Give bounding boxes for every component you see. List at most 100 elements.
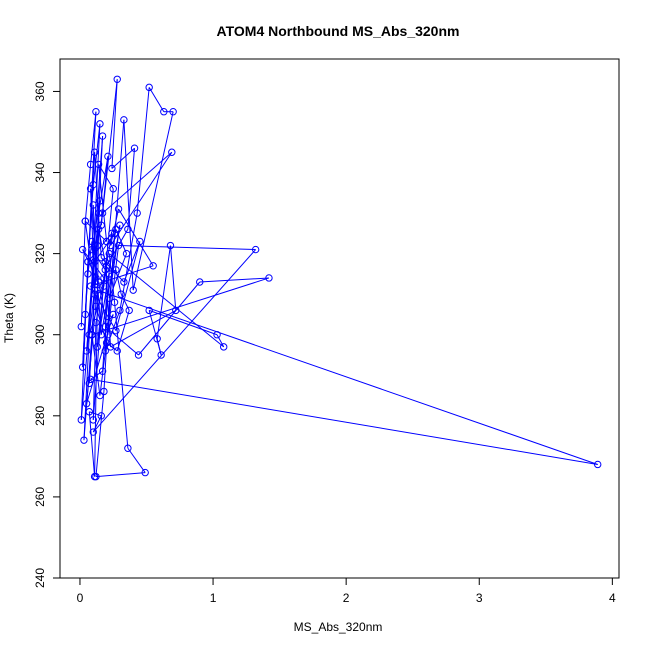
data-point bbox=[108, 164, 116, 173]
data-point bbox=[112, 266, 120, 274]
y-tick-label: 240 bbox=[33, 568, 47, 588]
x-tick-label: 0 bbox=[77, 591, 84, 605]
series-line-segment bbox=[92, 322, 97, 420]
series-line-segment bbox=[89, 411, 102, 417]
x-axis-label: MS_Abs_320nm bbox=[294, 620, 383, 634]
data-point bbox=[84, 258, 92, 266]
data-point bbox=[90, 148, 99, 156]
data-point bbox=[89, 416, 97, 424]
series-line-segment bbox=[97, 289, 598, 465]
data-point bbox=[251, 245, 260, 254]
data-point bbox=[98, 367, 107, 375]
data-point bbox=[93, 286, 101, 294]
data-point bbox=[77, 416, 85, 424]
data-point bbox=[100, 387, 108, 396]
data-point bbox=[94, 209, 103, 217]
data-point bbox=[120, 278, 128, 286]
series-line-segment bbox=[88, 285, 105, 335]
data-point bbox=[153, 335, 161, 343]
data-point bbox=[106, 241, 115, 250]
data-point bbox=[88, 331, 96, 339]
data-point bbox=[129, 286, 137, 294]
series-line-segment bbox=[110, 208, 120, 246]
data-point bbox=[168, 148, 176, 156]
data-point bbox=[117, 290, 125, 298]
series-line-segment bbox=[86, 314, 114, 404]
series-line-segment bbox=[156, 245, 171, 339]
series-line-segment bbox=[92, 204, 97, 278]
data-point bbox=[109, 185, 117, 193]
data-point bbox=[97, 412, 105, 420]
data-point bbox=[101, 322, 109, 331]
data-point bbox=[90, 472, 99, 481]
data-point bbox=[108, 229, 116, 238]
series-line-segment bbox=[84, 164, 92, 222]
data-point bbox=[116, 221, 124, 229]
data-point bbox=[96, 197, 104, 205]
series-line-segment bbox=[116, 310, 130, 352]
data-point bbox=[85, 408, 93, 416]
data-point bbox=[86, 185, 95, 193]
data-point bbox=[92, 318, 100, 327]
data-point bbox=[97, 331, 105, 339]
data-point bbox=[110, 298, 119, 306]
data-point bbox=[81, 217, 89, 225]
data-point bbox=[89, 428, 97, 436]
series-line-segment bbox=[127, 447, 146, 473]
y-axis-label: Theta (K) bbox=[2, 293, 16, 343]
data-point bbox=[265, 274, 273, 282]
data-point bbox=[102, 262, 111, 270]
data-point bbox=[105, 270, 113, 278]
series-line-segment bbox=[115, 241, 141, 331]
data-point bbox=[102, 339, 111, 347]
x-axis: 0 1 2 3 4 bbox=[77, 577, 616, 605]
series-line-segment bbox=[90, 265, 154, 287]
data-point bbox=[112, 326, 120, 335]
data-point bbox=[85, 331, 93, 339]
data-point bbox=[134, 351, 143, 359]
data-point bbox=[124, 444, 132, 452]
y-tick-label: 260 bbox=[33, 487, 47, 507]
data-point bbox=[84, 270, 92, 278]
data-point bbox=[92, 108, 100, 116]
y-tick-label: 320 bbox=[33, 243, 47, 263]
series-line-segment bbox=[98, 164, 114, 190]
data-point bbox=[120, 116, 128, 124]
data-point bbox=[172, 306, 180, 315]
data-point bbox=[113, 347, 121, 355]
data-point bbox=[88, 245, 96, 254]
data-point bbox=[94, 160, 103, 169]
data-point bbox=[97, 253, 105, 262]
data-point bbox=[104, 152, 112, 161]
data-point bbox=[96, 391, 104, 400]
data-point bbox=[110, 229, 119, 238]
data-point bbox=[196, 278, 204, 286]
series-line-segment bbox=[95, 391, 105, 477]
data-point bbox=[86, 282, 95, 290]
data-point bbox=[130, 144, 139, 152]
data-point bbox=[85, 379, 93, 388]
data-point bbox=[114, 205, 123, 213]
data-point bbox=[86, 160, 95, 169]
data-point bbox=[86, 375, 95, 384]
data-point bbox=[145, 83, 153, 92]
data-point bbox=[94, 225, 103, 233]
x-tick-label: 4 bbox=[609, 591, 616, 605]
series-line-segment bbox=[80, 221, 86, 327]
data-point bbox=[105, 249, 113, 258]
data-point bbox=[122, 249, 131, 258]
series-line-segment bbox=[111, 79, 118, 169]
series-line-segment bbox=[90, 378, 598, 465]
series-line-segment bbox=[102, 151, 173, 214]
series-line-segment bbox=[91, 277, 270, 336]
data-point bbox=[82, 347, 91, 355]
data-point bbox=[106, 343, 115, 351]
data-point bbox=[92, 302, 100, 311]
data-point bbox=[80, 436, 88, 444]
series-line-segment bbox=[91, 200, 101, 250]
data-point bbox=[113, 75, 121, 83]
data-point bbox=[81, 310, 89, 319]
series-line-segment bbox=[100, 79, 118, 226]
series-line-segment bbox=[92, 123, 101, 185]
